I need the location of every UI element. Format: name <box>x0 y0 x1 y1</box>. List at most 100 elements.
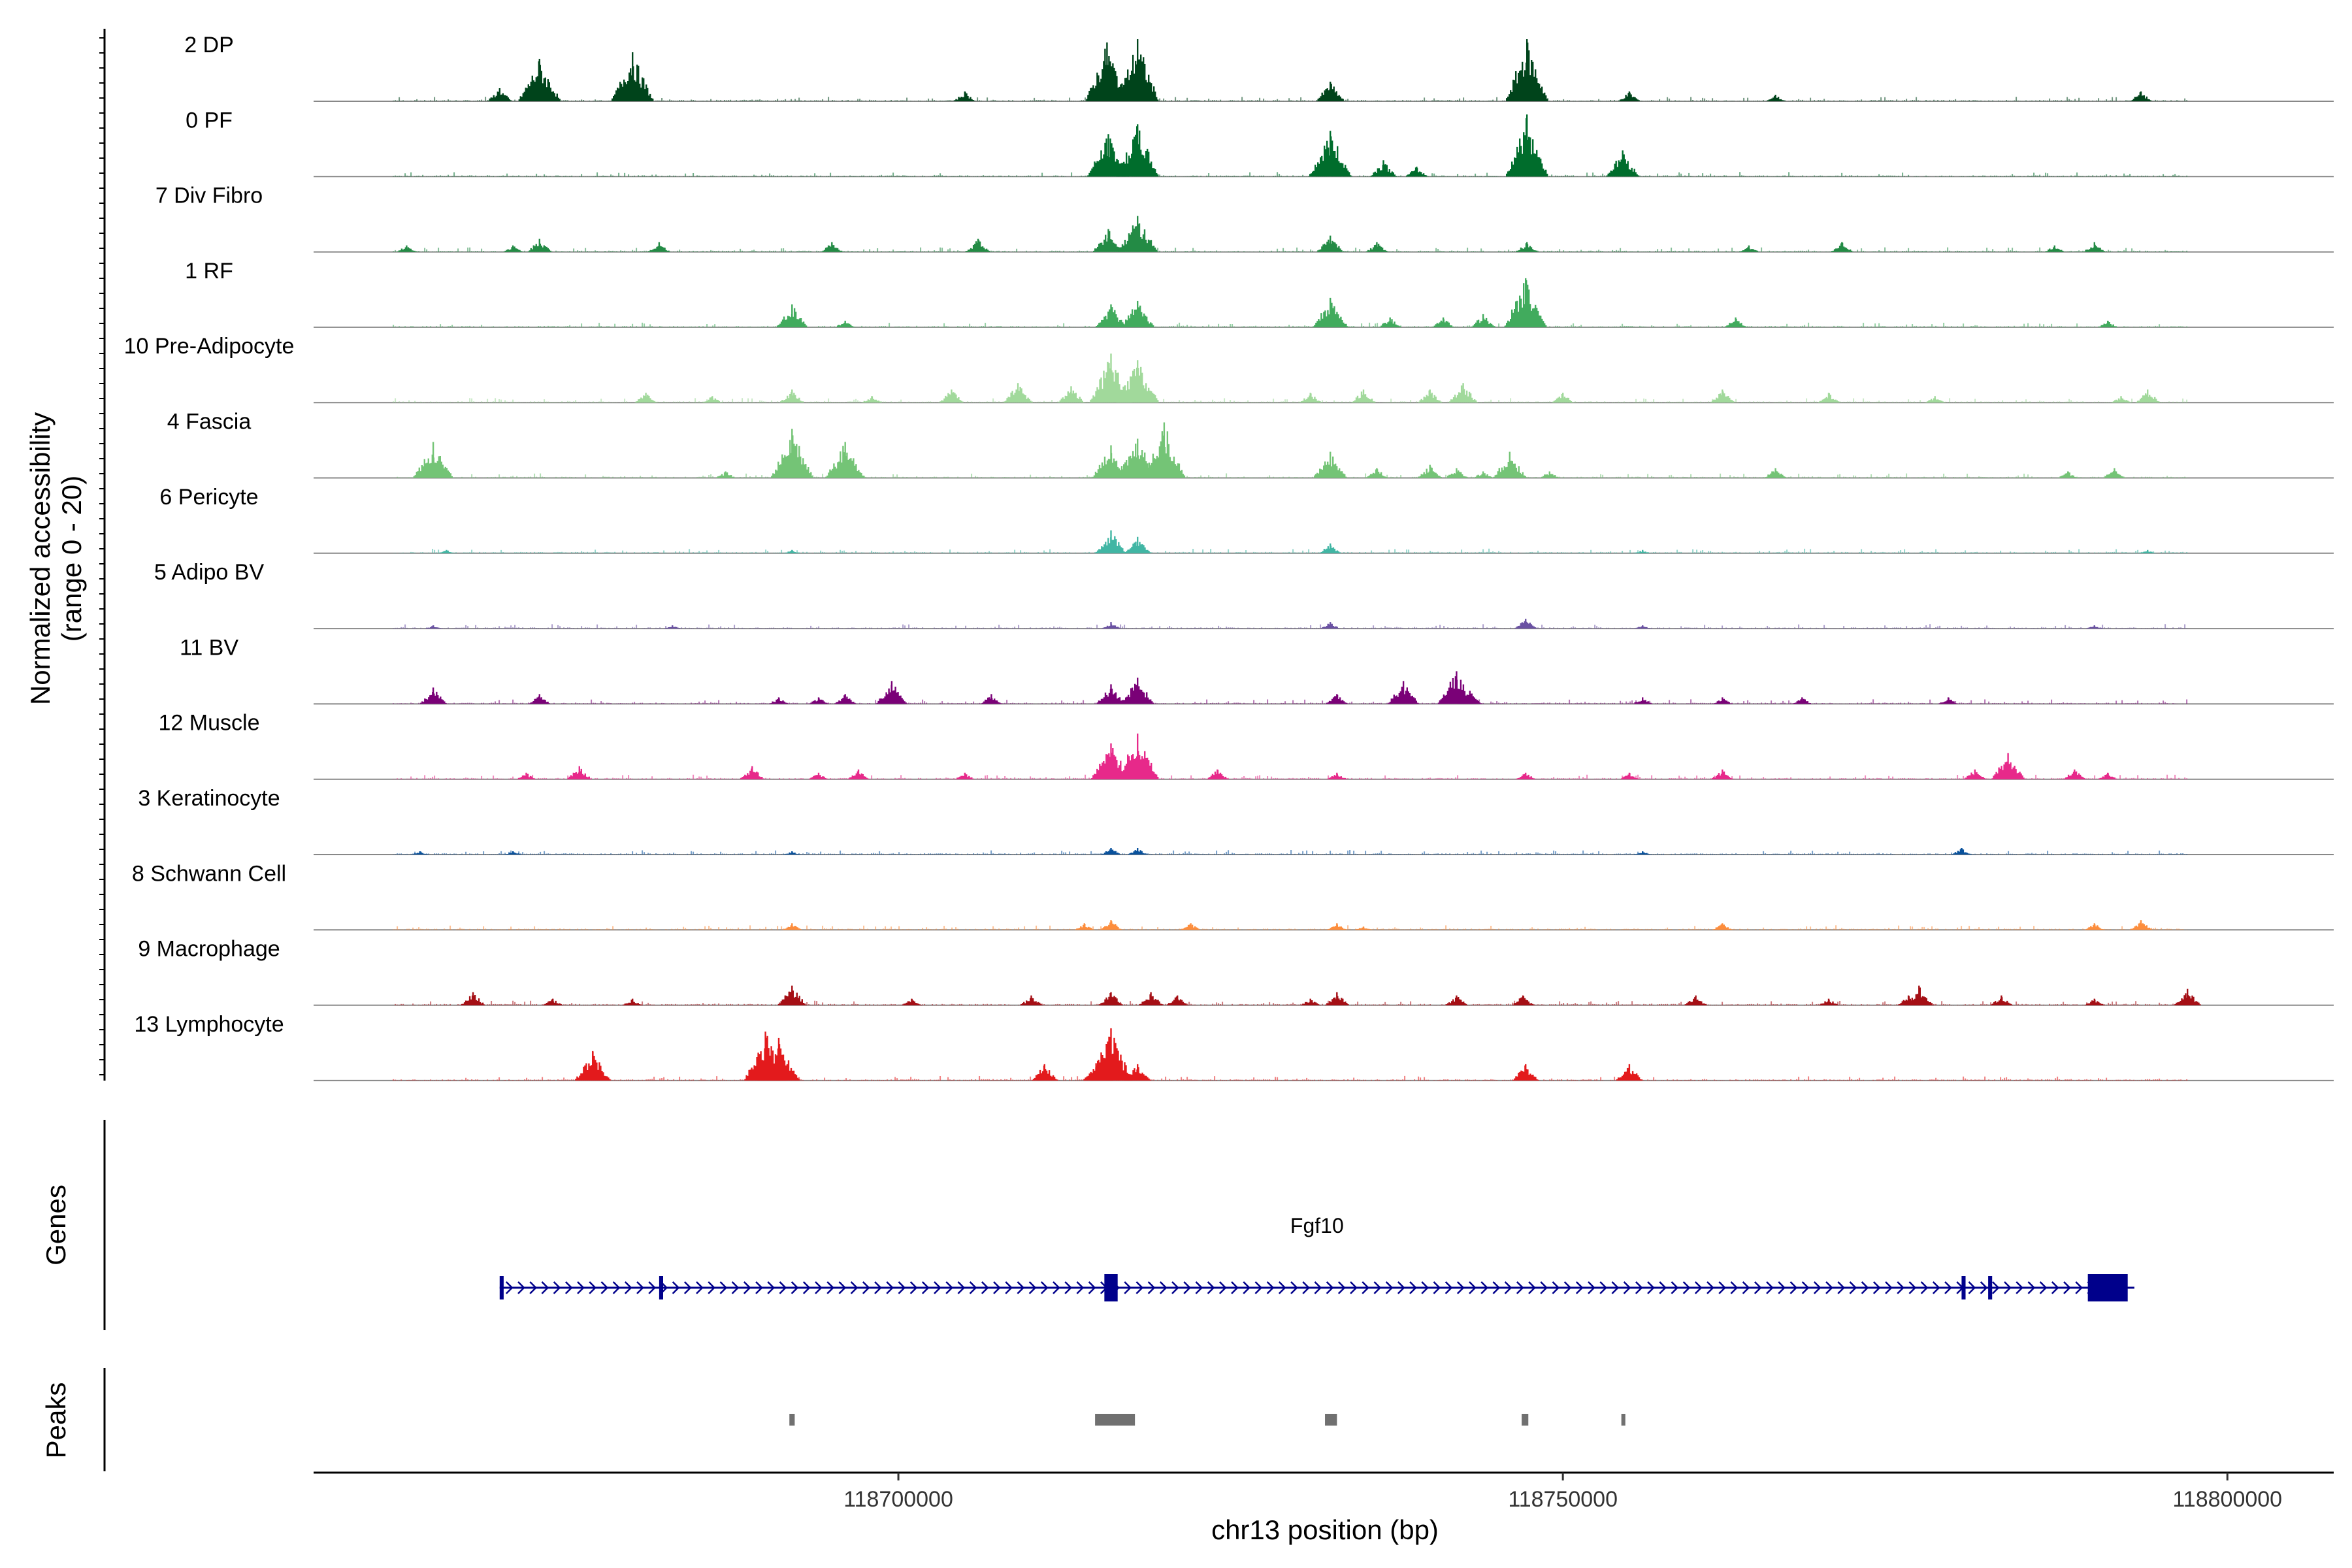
track-peak <box>1473 471 1494 478</box>
track-peak <box>1317 235 1344 252</box>
track-peak <box>757 1037 800 1081</box>
track-peak <box>1101 622 1122 629</box>
track-0-pf: 0 PF <box>186 108 2334 178</box>
track-peak <box>1471 314 1495 327</box>
track-label: 1 RF <box>185 259 233 284</box>
track-peak <box>1514 619 1538 629</box>
coverage-tracks: 2 DP 0 PF 7 Div Fibro 1 RF 10 Pre-Adipocyte 4… <box>124 33 2334 1081</box>
x-tick-label: 118750000 <box>1508 1487 1618 1512</box>
track-peak <box>413 442 454 478</box>
track-peak <box>397 245 417 252</box>
track-peak <box>1096 530 1128 553</box>
track-peak <box>1952 848 1972 855</box>
track-peak <box>1739 245 1759 252</box>
track-peak <box>1365 242 1389 252</box>
track-peak <box>1326 694 1349 704</box>
track-peak <box>425 625 442 629</box>
track-peak <box>2085 625 2104 629</box>
track-peak <box>876 681 908 704</box>
track-peak <box>1327 772 1347 779</box>
track-peak <box>981 694 1004 704</box>
track-peak <box>1096 304 1128 327</box>
y-axis-minor-ticks <box>99 37 105 1075</box>
track-peak <box>1616 1064 1643 1081</box>
track-peak <box>2103 468 2127 478</box>
peak-region-bar <box>1325 1414 1337 1426</box>
track-peak <box>1904 985 1934 1005</box>
track-peak <box>1512 1064 1539 1081</box>
track-peak <box>411 851 429 855</box>
track-peak <box>1418 465 1442 478</box>
track-peak <box>1075 923 1095 930</box>
track-peak <box>1991 995 2014 1005</box>
track-peak <box>2130 91 2153 101</box>
gene-strand-arrows <box>505 1281 2119 1294</box>
track-peak <box>1620 772 1640 779</box>
track-peak <box>1633 697 1653 704</box>
track-peak <box>1685 995 1708 1005</box>
track-peak <box>740 766 764 779</box>
track-12-muscle: 12 Muscle <box>159 711 2334 780</box>
track-label: 2 DP <box>184 33 234 57</box>
track-peak <box>1938 697 1959 704</box>
track-background-signal <box>393 473 2188 478</box>
track-peak <box>1964 769 1987 779</box>
x-axis-ticks: 118700000 118750000 118800000 <box>843 1473 2282 1512</box>
track-peak <box>1121 301 1154 327</box>
track-peak <box>2083 242 2106 252</box>
track-background-signal <box>393 398 2188 403</box>
track-peak <box>1117 360 1159 403</box>
track-label: 5 Adipo BV <box>154 560 265 585</box>
track-peak <box>543 998 563 1005</box>
track-peak <box>1540 471 1560 478</box>
track-peak <box>420 687 447 704</box>
track-peak <box>769 697 789 704</box>
track-peak <box>1765 468 1788 478</box>
track-peak <box>1301 998 1321 1005</box>
x-tick-label: 118700000 <box>843 1487 953 1512</box>
track-peak <box>1432 317 1455 327</box>
track-label: 3 Keratinocyte <box>138 786 280 811</box>
peak-region-bar <box>1095 1414 1135 1426</box>
track-peak <box>1506 114 1548 177</box>
track-peak <box>2139 549 2157 553</box>
track-peak <box>1004 383 1033 403</box>
track-label: 0 PF <box>186 108 233 133</box>
track-peak <box>1181 923 1201 930</box>
track-1-rf: 1 RF <box>185 259 2334 328</box>
track-peak <box>487 88 512 101</box>
track-peak <box>1166 995 1190 1005</box>
x-axis-title: chr13 position (bp) <box>1211 1514 1439 1545</box>
track-peak <box>836 320 856 327</box>
track-peak <box>1379 317 1402 327</box>
track-peak <box>1319 543 1343 553</box>
track-peak <box>2098 772 2118 779</box>
track-label: 6 Pericyte <box>159 485 258 510</box>
track-9-macrophage: 9 Macrophage <box>138 937 2334 1006</box>
track-peak <box>1831 242 1854 252</box>
gene-exon <box>659 1276 663 1299</box>
track-peak <box>1991 753 2025 779</box>
track-peak <box>527 238 551 252</box>
track-peak <box>1090 1028 1132 1081</box>
track-peak <box>1925 396 1946 403</box>
track-peak <box>1139 992 1163 1005</box>
track-peak <box>1327 923 1347 930</box>
track-peak <box>612 52 654 101</box>
track-peak <box>648 242 671 252</box>
track-peak <box>1351 389 1376 403</box>
track-peak <box>1058 386 1085 403</box>
track-peak <box>902 998 923 1005</box>
track-peak <box>1206 769 1230 779</box>
track-peak <box>1493 451 1526 478</box>
track-11-bv: 11 BV <box>180 635 2334 705</box>
track-peak <box>771 429 813 478</box>
track-label: 13 Lymphocyte <box>134 1012 284 1037</box>
track-peak <box>1370 160 1397 177</box>
track-peak <box>1309 131 1352 177</box>
track-peak <box>1446 468 1469 478</box>
track-peak <box>782 923 802 930</box>
track-peak <box>1299 393 1322 403</box>
track-peak <box>1099 992 1123 1005</box>
